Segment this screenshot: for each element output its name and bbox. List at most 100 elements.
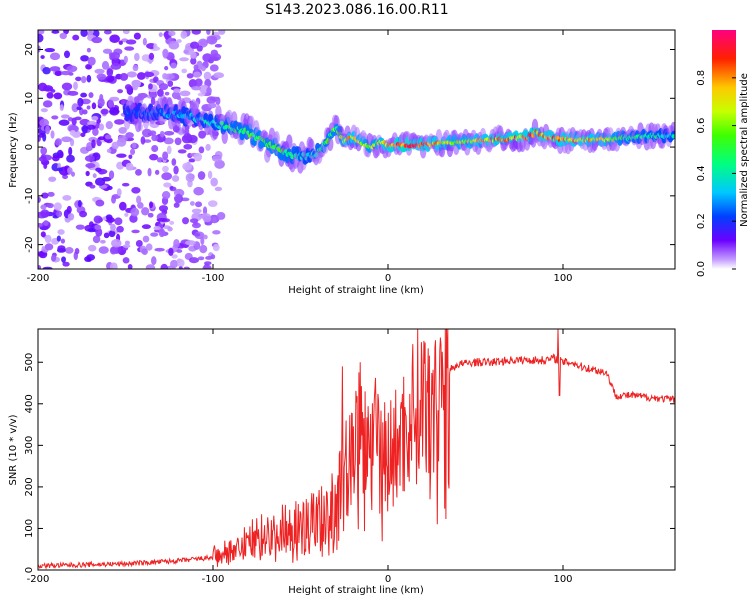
- heatmap-cell: [40, 209, 50, 218]
- heatmap-cell: [128, 154, 133, 160]
- x-tick-label: 0: [385, 273, 391, 284]
- heatmap-cell: [105, 214, 113, 221]
- heatmap-cell: [206, 86, 212, 95]
- heatmap-cell: [178, 266, 183, 269]
- heatmap-cell: [107, 99, 114, 108]
- heatmap-cell: [92, 173, 97, 179]
- heatmap-cell: [151, 256, 157, 266]
- heatmap-cell: [190, 57, 197, 65]
- heatmap-cell: [167, 226, 173, 232]
- heatmap-cell: [183, 143, 193, 150]
- heatmap-cell: [95, 199, 105, 207]
- heatmap-cell: [131, 186, 141, 194]
- heatmap-cell: [118, 126, 127, 134]
- colorbar-tick-label: 0.8: [696, 70, 707, 86]
- heatmap-cell: [87, 228, 96, 233]
- heatmap-cell: [63, 50, 71, 59]
- y-tick-label: -20: [24, 236, 35, 252]
- heatmap-cell: [147, 212, 154, 218]
- heatmap-cell: [68, 146, 73, 156]
- heatmap-cell: [203, 215, 212, 223]
- heatmap-cell: [168, 30, 176, 37]
- heatmap-cell: [127, 264, 133, 269]
- heatmap-cell: [176, 249, 183, 253]
- heatmap-cell: [105, 121, 113, 130]
- heatmap-cell: [121, 182, 130, 187]
- heatmap-cell: [168, 247, 174, 257]
- heatmap-cell: [122, 257, 130, 264]
- heatmap-cell: [51, 115, 59, 120]
- heatmap-cell: [38, 30, 45, 35]
- heatmap-cell: [118, 40, 123, 45]
- heatmap-cell: [87, 56, 96, 66]
- heatmap-cell: [97, 136, 106, 140]
- heatmap-cell: [169, 185, 174, 190]
- heatmap-cell: [71, 103, 79, 113]
- y-tick-label: 500: [24, 353, 35, 372]
- heatmap-cell: [43, 163, 48, 169]
- heatmap-cell: [98, 123, 105, 131]
- heatmap-cell: [116, 153, 127, 158]
- heatmap-cell: [94, 177, 106, 186]
- heatmap-cell: [198, 146, 205, 154]
- heatmap-cell: [86, 105, 91, 110]
- heatmap-cell: [58, 119, 70, 126]
- heatmap-cell: [38, 133, 45, 138]
- heatmap-cell: [142, 37, 147, 46]
- heatmap-cell: [59, 32, 67, 40]
- chart-title: S143.2023.086.16.00.R11: [265, 2, 448, 18]
- heatmap-cell: [49, 52, 61, 61]
- heatmap-cell: [71, 171, 76, 177]
- heatmap-cell: [193, 152, 203, 162]
- heatmap-cell: [174, 137, 182, 146]
- heatmap-cell: [48, 176, 57, 182]
- heatmap-cell: [154, 169, 160, 175]
- heatmap-cell: [40, 231, 46, 238]
- heatmap-cell: [94, 68, 105, 74]
- heatmap-cell: [149, 130, 157, 136]
- heatmap-cell: [42, 67, 51, 75]
- heatmap-cell: [209, 56, 220, 61]
- heatmap-cell: [106, 148, 112, 153]
- snr-axes: -200 -100 0 100 0 100 200 300 400 500: [24, 329, 675, 585]
- heatmap-cell: [122, 30, 130, 35]
- heatmap-cell: [173, 202, 180, 208]
- heatmap-cell: [75, 224, 85, 230]
- heatmap-cell: [50, 89, 56, 93]
- heatmap-cell: [42, 100, 53, 108]
- heatmap-cell: [110, 223, 116, 232]
- heatmap-cell: [110, 238, 122, 248]
- heatmap-cell: [141, 248, 148, 256]
- heatmap-cell: [86, 74, 92, 83]
- heatmap-cell: [53, 202, 62, 211]
- heatmap-cell: [207, 200, 218, 208]
- heatmap-cell: [108, 52, 115, 58]
- heatmap-cell: [51, 30, 60, 34]
- heatmap-cell: [108, 230, 116, 238]
- heatmap-cell: [170, 62, 177, 69]
- heatmap-cell: [200, 65, 206, 72]
- heatmap-cell: [212, 216, 217, 224]
- heatmap-cell: [130, 207, 140, 217]
- heatmap-cell: [54, 138, 62, 146]
- heatmap-cell: [95, 167, 102, 172]
- heatmap-cell: [87, 244, 97, 252]
- heatmap-cell: [206, 35, 218, 45]
- heatmap-cell: [151, 134, 159, 142]
- heatmap-cell: [61, 136, 72, 143]
- heatmap-cell: [189, 201, 195, 206]
- heatmap-cell: [44, 243, 54, 251]
- heatmap-cell: [211, 155, 222, 162]
- heatmap-cell: [187, 180, 193, 188]
- heatmap-cell: [164, 65, 169, 71]
- heatmap-cell: [214, 186, 223, 192]
- heatmap-cell: [143, 71, 155, 78]
- heatmap-cell: [44, 234, 52, 244]
- heatmap-cell: [164, 30, 170, 40]
- heatmap-cell: [191, 30, 201, 35]
- heatmap-cell: [132, 81, 139, 91]
- heatmap-cell: [213, 72, 225, 79]
- heatmap-cell: [205, 143, 211, 151]
- heatmap-cell: [69, 129, 77, 136]
